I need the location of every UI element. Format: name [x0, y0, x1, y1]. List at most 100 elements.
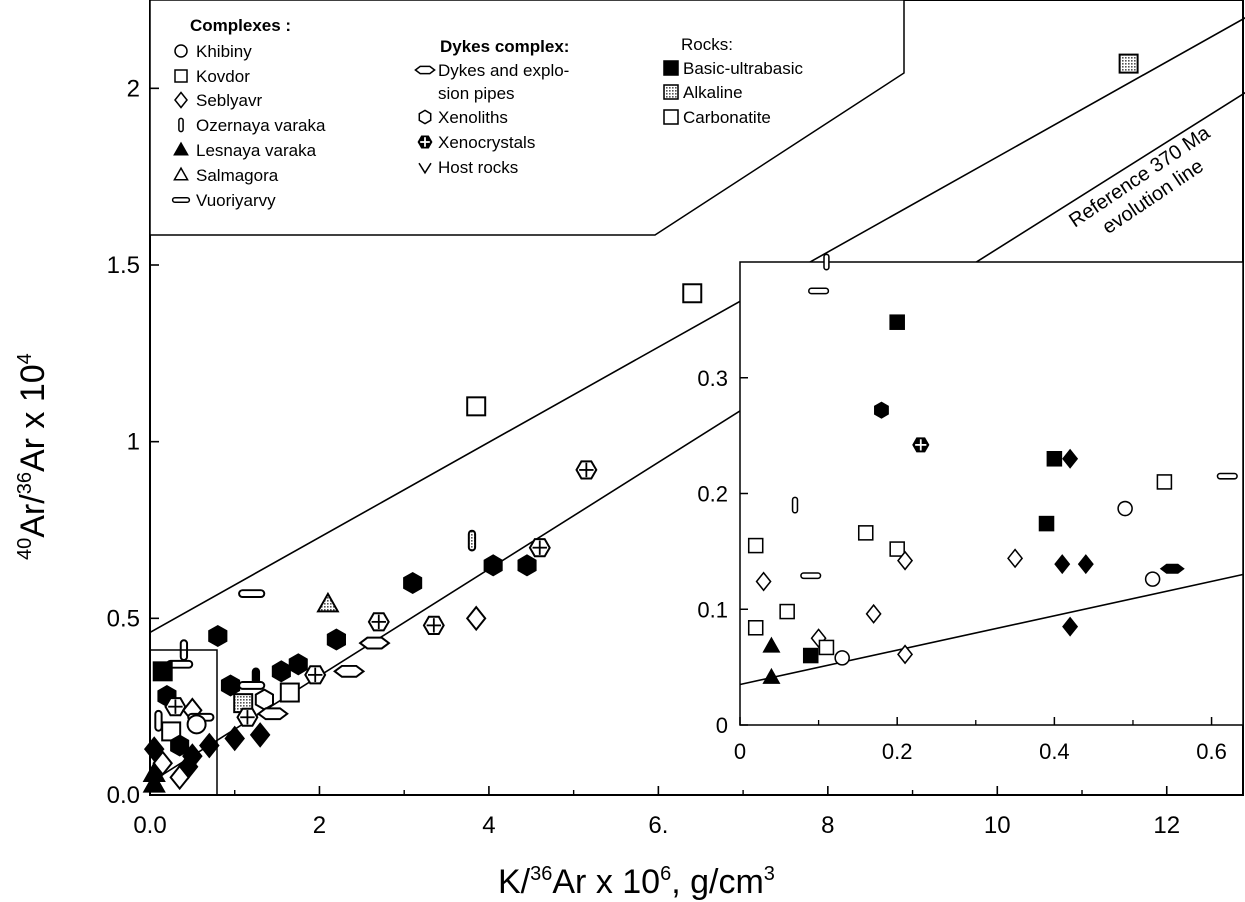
legend-symbol-complex-5 [173, 166, 189, 181]
main-point-20 [152, 661, 173, 682]
inset-point-33 [762, 667, 781, 684]
inset-point-5 [1046, 451, 1063, 467]
main-point-4 [467, 529, 477, 552]
inset-region-box [149, 649, 218, 796]
x-tick-label-5: 10 [984, 812, 1011, 839]
legend-symbol-complex-6 [171, 196, 191, 204]
inset-reference-line [739, 573, 1244, 686]
inset-point-7 [1216, 472, 1238, 480]
main-point-26 [220, 674, 241, 697]
legend-complex-ozernaya-varaka: Ozernaya varaka [196, 116, 326, 135]
x-axis-title: K/36Ar x 106, g/cm3 [498, 863, 775, 901]
legend-rock-alkaline: Alkaline [683, 83, 743, 102]
inset-point-18 [1077, 554, 1094, 575]
main-point-6 [483, 554, 503, 577]
legend-symbol-complex-1 [174, 69, 188, 83]
legend-dykes-header: Dykes complex: [440, 37, 569, 56]
legend-rocks-header: Rocks: [681, 35, 733, 54]
inset-line-0 [739, 573, 1244, 686]
legend-complexes-header: Complexes : [190, 16, 291, 35]
main-point-14 [208, 624, 228, 648]
main-point-25 [238, 681, 266, 690]
y-tick-label-3: 1.5 [107, 252, 140, 279]
inset-data-points [747, 253, 1238, 684]
legend-symbol-complex-0 [174, 44, 188, 58]
y-tick-label-4: 2 [127, 75, 140, 102]
inset-point-22 [755, 571, 772, 592]
legend-symbol-basic-ultrabasic [663, 60, 679, 76]
inset-point-26 [1062, 616, 1079, 637]
inset-point-3 [874, 401, 889, 419]
main-point-2 [466, 396, 487, 417]
legend-dykes-host-rocks: Host rocks [438, 158, 518, 177]
inset-point-10 [1117, 500, 1133, 517]
main-axis-ticks: 0.0 2 4 6. 8 10 12 0.0 0.5 1 1.5 2 [107, 75, 1180, 839]
main-point-9 [238, 589, 266, 599]
reference-line-label: Reference 370 Ma evolution line [1065, 121, 1214, 238]
legend-symbol-host-rocks [418, 162, 432, 175]
main-point-11 [465, 605, 487, 632]
main-point-29 [254, 688, 274, 711]
inset-point-13 [747, 537, 764, 554]
x-tick-label-3: 6. [648, 812, 668, 839]
x-tick-label-0: 0.0 [133, 812, 166, 839]
legend-symbol-dykes [414, 65, 436, 75]
legend-symbol-alkaline [663, 84, 679, 100]
inset-axis-ticks: 0 0.2 0.4 0.6 0 0.1 0.2 0.3 [697, 366, 1226, 764]
inset-point-2 [889, 314, 905, 330]
legend-complex-salmagora: Salmagora [196, 166, 279, 185]
inset-point-8 [1156, 474, 1173, 490]
x-tick-label-6: 12 [1153, 812, 1180, 839]
main-point-27 [279, 682, 300, 703]
legend-complex-khibiny: Khibiny [196, 42, 252, 61]
inset-point-20 [800, 572, 822, 580]
main-point-7 [517, 554, 537, 577]
inset-point-9 [791, 496, 799, 514]
main-point-33 [256, 707, 289, 721]
legend-dykes-item-cont: sion pipes [438, 84, 515, 103]
inset-x-tick-label-2: 0.4 [1039, 739, 1070, 764]
main-point-8 [403, 571, 423, 595]
inset-point-21 [1144, 571, 1161, 587]
legend: Complexes : Khibiny Kovdor Seblyavr Ozer… [190, 16, 803, 210]
main-point-21 [271, 660, 291, 683]
main-data-points [142, 53, 1139, 793]
inset-point-23 [779, 603, 795, 620]
main-point-36 [154, 709, 163, 732]
main-line-0 [149, 16, 1245, 634]
legend-complex-seblyavr: Seblyavr [196, 91, 262, 110]
y-tick-label-1: 0.5 [107, 605, 140, 632]
inset-point-17 [1054, 554, 1071, 575]
inset-point-32 [834, 650, 850, 666]
inset-point-0 [823, 253, 830, 271]
x-tick-label-4: 8 [821, 812, 834, 839]
legend-complex-lesnaya-varaka: Lesnaya varaka [196, 141, 317, 160]
inset-point-31 [897, 644, 914, 665]
legend-symbol-complex-4 [173, 141, 189, 156]
x-tick-label-1: 2 [313, 812, 326, 839]
x-tick-label-2: 4 [482, 812, 495, 839]
inset-point-6 [1062, 448, 1079, 469]
legend-complex-kovdor: Kovdor [196, 67, 250, 86]
inset-y-tick-label-0: 0 [716, 713, 728, 738]
inset-x-tick-label-1: 0.2 [882, 739, 913, 764]
main-point-37 [186, 714, 207, 735]
main-point-15 [326, 628, 346, 651]
legend-dykes-xenocrystals: Xenocrystals [438, 133, 535, 152]
legend-rock-basic-ultrabasic: Basic-ultrabasic [683, 59, 803, 78]
y-tick-label-2: 1 [127, 429, 140, 456]
inset-y-tick-label-3: 0.3 [697, 366, 728, 391]
legend-symbol-complex-3 [178, 117, 184, 133]
main-point-48 [169, 764, 190, 791]
legend-dykes-xenoliths: Xenoliths [438, 108, 508, 127]
legend-rock-carbonatite: Carbonatite [683, 108, 771, 127]
legend-symbol-xenoliths [418, 109, 432, 125]
main-point-16 [358, 636, 391, 650]
main-point-40 [224, 725, 245, 752]
y-tick-label-0: 0.0 [107, 782, 140, 809]
inset-y-tick-label-1: 0.1 [697, 597, 728, 622]
main-point-0 [1118, 53, 1139, 74]
inset-point-28 [762, 636, 781, 653]
legend-dykes-item: Dykes and explo- [438, 61, 569, 80]
